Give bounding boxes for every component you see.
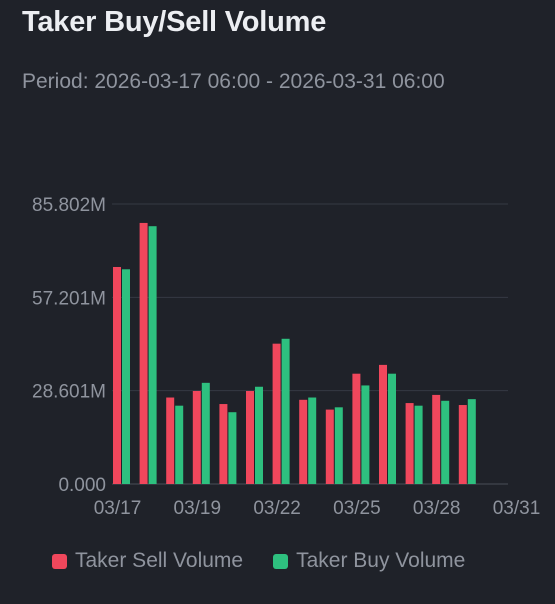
x-tick-label: 03/22 [253,498,301,519]
y-tick-label: 28.601M [32,382,106,403]
bar-sell-03-24[interactable] [299,399,308,484]
legend: Taker Sell Volume Taker Buy Volume [52,549,465,573]
sell-swatch-icon [52,553,67,569]
bar-sell-03-26[interactable] [352,373,361,484]
buy-swatch-icon [273,553,289,569]
legend-item-sell[interactable]: Taker Sell Volume [52,549,243,573]
x-tick-label: 03/31 [493,498,541,519]
bar-sell-03-22[interactable] [246,390,254,484]
x-tick-label: 03/17 [94,498,142,519]
legend-item-buy[interactable]: Taker Buy Volume [273,549,465,573]
bar-buy-03-21[interactable] [228,412,237,484]
bar-sell-03-25[interactable] [325,409,334,484]
x-axis: 03/17 03/19 03/22 03/25 03/28 03/31 [94,498,541,519]
x-tick-label: 03/19 [174,498,222,519]
bar-buy-03-25[interactable] [334,407,343,484]
bar-sell-03-17[interactable] [113,266,121,484]
bar-buy-03-19[interactable] [175,405,184,484]
bar-sell-03-18[interactable] [139,222,148,484]
bar-buy-03-29[interactable] [441,400,450,484]
y-tick-label: 57.201M [32,288,106,309]
bar-sell-03-20[interactable] [192,390,201,484]
legend-label-buy: Taker Buy Volume [296,549,466,572]
bar-buy-03-28[interactable] [414,405,423,484]
bar-buy-03-23[interactable] [281,338,290,484]
bar-sell-03-19[interactable] [166,397,175,484]
bar-buy-03-30[interactable] [467,399,476,484]
y-tick-label: 0.000 [58,475,106,496]
y-axis: 0.000 28.601M 57.201M 85.802M [32,195,106,496]
bar-sell-03-27[interactable] [379,364,387,484]
bar-buy-03-27[interactable] [388,373,396,484]
x-tick-label: 03/28 [413,498,461,519]
period-label: Period: 2026-03-17 06:00 - 2026-03-31 06… [22,70,445,93]
bar-sell-03-28[interactable] [405,403,414,484]
bar-buy-03-20[interactable] [201,382,210,484]
x-tick-label: 03/25 [333,498,381,519]
bars [113,222,476,485]
bar-buy-03-18[interactable] [148,226,157,485]
y-tick-label: 85.802M [32,195,106,216]
bar-buy-03-26[interactable] [361,385,370,484]
chart-title: Taker Buy/Sell Volume [22,6,327,38]
bar-sell-03-21[interactable] [219,404,228,484]
bar-sell-03-30[interactable] [458,405,467,484]
bar-buy-03-17[interactable] [122,269,130,484]
bar-buy-03-22[interactable] [255,386,263,484]
legend-label-sell: Taker Sell Volume [75,549,244,572]
bar-buy-03-24[interactable] [308,397,317,484]
bar-sell-03-23[interactable] [272,343,281,484]
bar-sell-03-29[interactable] [432,394,441,484]
